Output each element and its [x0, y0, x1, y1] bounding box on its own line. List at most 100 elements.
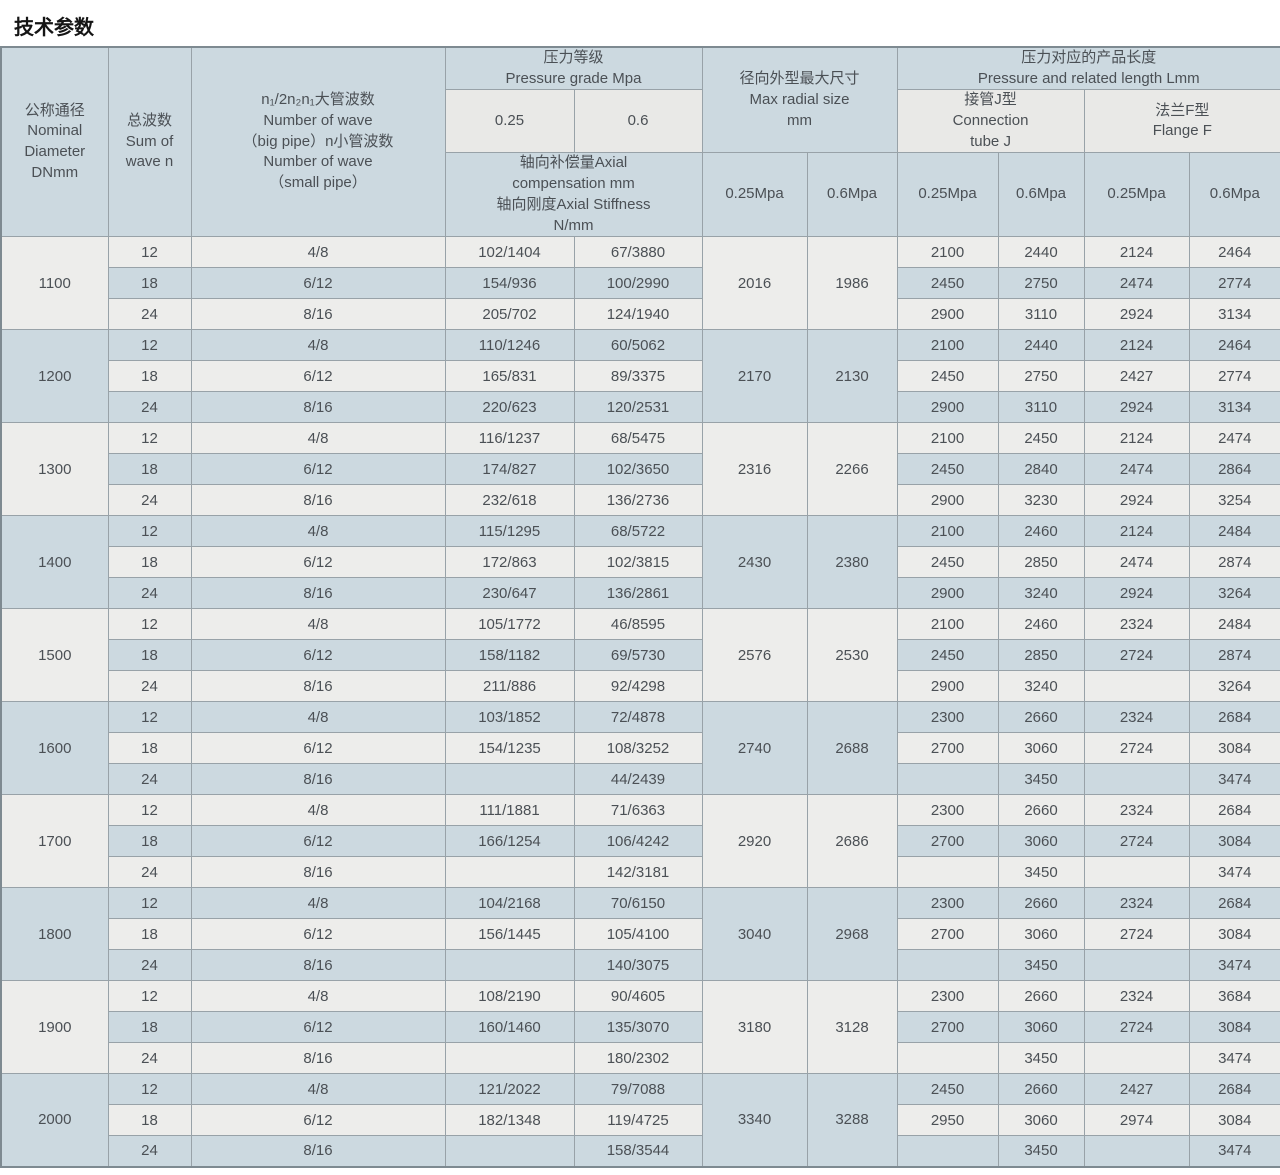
cell-radial-0-25: 3040: [701, 887, 808, 982]
cell-nominal-diameter: 1600: [0, 701, 109, 796]
cell-axial-0-6: 136/2861: [573, 577, 703, 610]
cell-axial-0-25: 104/2168: [444, 887, 575, 920]
cell-length-flange-0-6: 2484: [1188, 608, 1280, 641]
cell-wave-config: 4/8: [190, 608, 446, 641]
cell-sum-of-wave: 12: [107, 236, 192, 269]
table-row: 24 8/16 140/3075 3450 3474: [1, 949, 1280, 982]
header-radial-0-25mpa: 0.25Mpa: [701, 152, 808, 238]
cell-length-flange-0-6: 2774: [1188, 360, 1280, 393]
table-row: 1600 12 4/8 103/1852 72/4878 2740 2688 2300 2660…: [0, 701, 1280, 796]
table-body: 1100 12 4/8 102/1404 67/3880 2016 1986 2100 2440…: [0, 236, 1280, 1168]
cell-length-flange-0-25: 2924: [1083, 577, 1190, 610]
table-row: 24 8/16 211/886 92/4298 2900 3240 3264: [1, 670, 1280, 703]
cell-length-conn-0-25: 2450: [896, 546, 999, 579]
cell-length-flange-0-6: 3084: [1188, 918, 1280, 951]
header-pressure-0-6: 0.6: [573, 89, 703, 154]
cell-length-conn-0-25: 2900: [896, 670, 999, 703]
table-row: 1300 12 4/8 116/1237 68/5475 2316 2266 2100 2450…: [0, 422, 1280, 517]
cell-radial-0-6: 2380: [806, 515, 898, 610]
cell-length-conn-0-25: [896, 1042, 999, 1075]
cell-radial-0-25: 2170: [701, 329, 808, 424]
table-row: 1700 12 4/8 111/1881 71/6363 2920 2686 2300 2660…: [0, 794, 1280, 889]
cell-length-flange-0-6: 3084: [1188, 732, 1280, 765]
cell-sum-of-wave: 12: [107, 608, 192, 641]
cell-axial-0-6: 69/5730: [573, 639, 703, 672]
cell-length-conn-0-25: 2300: [896, 980, 999, 1013]
cell-axial-0-25: 160/1460: [444, 1011, 575, 1044]
cell-length-flange-0-25: 2324: [1083, 980, 1190, 1013]
cell-wave-config: 8/16: [190, 1135, 446, 1168]
cell-length-flange-0-25: [1083, 670, 1190, 703]
table-row: 1800 12 4/8 104/2168 70/6150 3040 2968 2300 2660…: [0, 887, 1280, 982]
cell-sum-of-wave: 12: [107, 701, 192, 734]
cell-radial-0-6: 2968: [806, 887, 898, 982]
table-row: 18 6/12 182/1348 119/4725 2950 3060 2974 3084: [1, 1104, 1280, 1137]
header-pressure-related-length: 压力对应的产品长度 Pressure and related length Lm…: [896, 46, 1280, 91]
header-sum-of-wave: 总波数 Sum of wave n: [107, 46, 192, 238]
cell-length-conn-0-25: 2700: [896, 1011, 999, 1044]
cell-axial-0-6: 106/4242: [573, 825, 703, 858]
cell-length-conn-0-25: 2700: [896, 732, 999, 765]
cell-sum-of-wave: 24: [107, 856, 192, 889]
cell-sum-of-wave: 24: [107, 484, 192, 517]
table-row: 24 8/16 158/3544 3450 3474: [1, 1135, 1280, 1168]
cell-length-conn-0-6: 2440: [997, 236, 1085, 269]
cell-wave-config: 8/16: [190, 949, 446, 982]
cell-length-conn-0-25: [896, 949, 999, 982]
header-axial-compensation-stiffness: 轴向补偿量Axial compensation mm 轴向刚度Axial Sti…: [444, 152, 703, 238]
cell-length-flange-0-6: 3474: [1188, 1042, 1280, 1075]
cell-axial-0-6: 44/2439: [573, 763, 703, 796]
cell-axial-0-6: 67/3880: [573, 236, 703, 269]
cell-axial-0-25: [444, 949, 575, 982]
cell-axial-0-25: 108/2190: [444, 980, 575, 1013]
cell-length-conn-0-6: 3450: [997, 763, 1085, 796]
cell-axial-0-6: 92/4298: [573, 670, 703, 703]
cell-axial-0-6: 124/1940: [573, 298, 703, 331]
cell-nominal-diameter: 1700: [0, 794, 109, 889]
cell-axial-0-25: 111/1881: [444, 794, 575, 827]
cell-wave-config: 6/12: [190, 1011, 446, 1044]
cell-length-flange-0-25: 2724: [1083, 825, 1190, 858]
cell-sum-of-wave: 18: [107, 546, 192, 579]
cell-wave-config: 8/16: [190, 670, 446, 703]
cell-axial-0-25: 220/623: [444, 391, 575, 424]
cell-wave-config: 6/12: [190, 453, 446, 486]
cell-length-conn-0-25: [896, 763, 999, 796]
cell-wave-config: 6/12: [190, 918, 446, 951]
table-row: 18 6/12 166/1254 106/4242 2700 3060 2724 3084: [1, 825, 1280, 858]
table-row: 18 6/12 158/1182 69/5730 2450 2850 2724 2874: [1, 639, 1280, 672]
cell-sum-of-wave: 18: [107, 639, 192, 672]
cell-length-conn-0-6: 2660: [997, 887, 1085, 920]
cell-length-conn-0-6: 3230: [997, 484, 1085, 517]
table-row: 18 6/12 172/863 102/3815 2450 2850 2474 2874: [1, 546, 1280, 579]
cell-length-flange-0-25: 2324: [1083, 887, 1190, 920]
cell-axial-0-25: 121/2022: [444, 1073, 575, 1106]
cell-sum-of-wave: 12: [107, 1073, 192, 1106]
cell-length-conn-0-6: 2840: [997, 453, 1085, 486]
cell-axial-0-6: 140/3075: [573, 949, 703, 982]
cell-length-flange-0-6: 3474: [1188, 856, 1280, 889]
cell-length-conn-0-6: 3060: [997, 918, 1085, 951]
cell-length-flange-0-25: 2724: [1083, 1011, 1190, 1044]
cell-sum-of-wave: 24: [107, 1042, 192, 1075]
cell-wave-config: 8/16: [190, 577, 446, 610]
cell-sum-of-wave: 18: [107, 732, 192, 765]
cell-length-flange-0-25: 2124: [1083, 329, 1190, 362]
header-nominal-diameter: 公称通径 Nominal Diameter DNmm: [0, 46, 109, 238]
cell-length-flange-0-6: 3474: [1188, 1135, 1280, 1168]
cell-length-conn-0-6: 2660: [997, 794, 1085, 827]
cell-radial-0-25: 2016: [701, 236, 808, 331]
cell-radial-0-25: 2920: [701, 794, 808, 889]
cell-sum-of-wave: 12: [107, 794, 192, 827]
cell-axial-0-25: 205/702: [444, 298, 575, 331]
cell-nominal-diameter: 1200: [0, 329, 109, 424]
cell-sum-of-wave: 24: [107, 1135, 192, 1168]
cell-length-conn-0-6: 3450: [997, 949, 1085, 982]
table-row: 1500 12 4/8 105/1772 46/8595 2576 2530 2100 2460…: [0, 608, 1280, 703]
cell-length-flange-0-25: 2924: [1083, 298, 1190, 331]
cell-length-flange-0-6: 2864: [1188, 453, 1280, 486]
table-row: 18 6/12 174/827 102/3650 2450 2840 2474 2864: [1, 453, 1280, 486]
cell-radial-0-25: 2576: [701, 608, 808, 703]
cell-length-flange-0-25: [1083, 1135, 1190, 1168]
cell-sum-of-wave: 24: [107, 949, 192, 982]
